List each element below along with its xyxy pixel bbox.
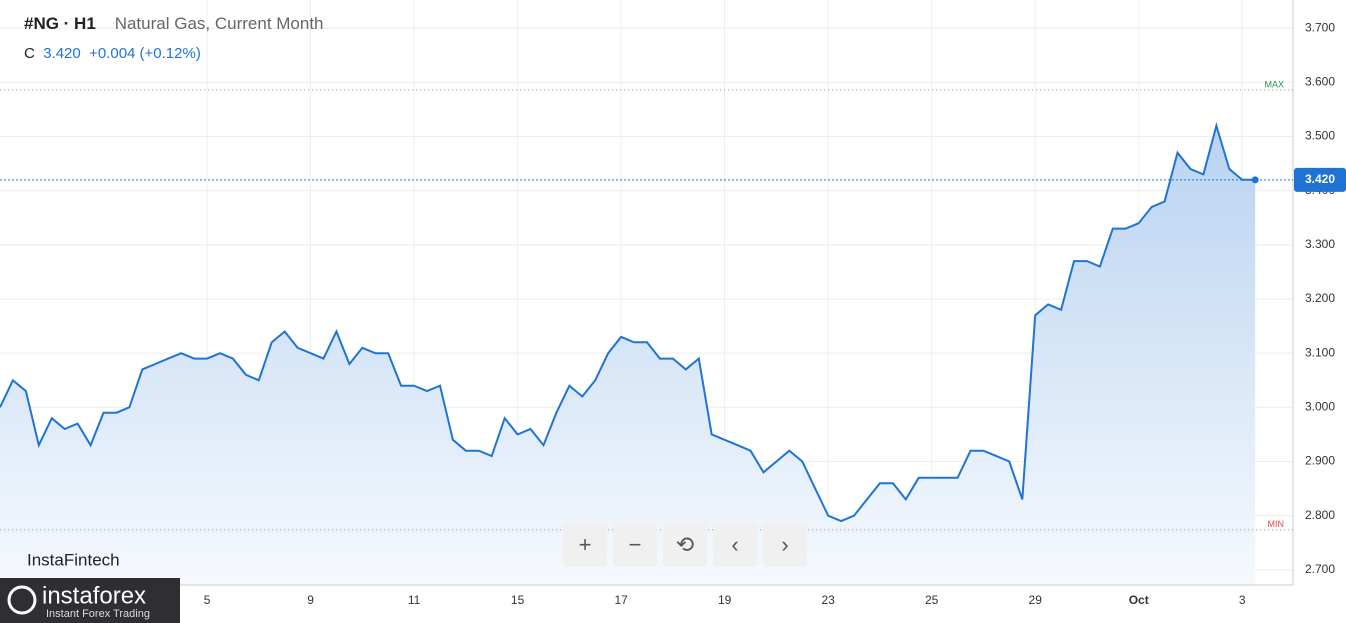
y-tick-label: 3.700 xyxy=(1305,20,1335,34)
x-tick-label: 17 xyxy=(614,593,628,607)
instrument-name: Natural Gas, Current Month xyxy=(114,14,324,33)
watermark: InstaFintech xyxy=(27,550,120,569)
x-tick-label: 15 xyxy=(511,593,525,607)
last-price-badge xyxy=(1294,167,1346,192)
scroll-left-button[interactable]: ‹ xyxy=(713,523,757,567)
y-tick-label: 3.100 xyxy=(1305,345,1335,359)
price-line xyxy=(0,122,1256,523)
quote-line: C 3.420 +0.004 (+0.12%) xyxy=(24,45,201,62)
y-tick-label: 2.800 xyxy=(1305,508,1335,522)
logo-tagline: Instant Forex Trading xyxy=(46,608,150,620)
x-tick-label: 5 xyxy=(204,593,211,607)
zoom-out-button[interactable]: − xyxy=(613,523,657,567)
x-tick-label: 9 xyxy=(307,593,314,607)
area-fill xyxy=(0,125,1256,585)
x-tick-label: Oct xyxy=(1129,593,1149,607)
scroll-right-button[interactable]: › xyxy=(763,523,807,567)
logo-box xyxy=(0,578,180,623)
last-price-dot xyxy=(1251,176,1259,184)
max-line-label: MAX xyxy=(1264,79,1284,89)
y-tick-label: 3.300 xyxy=(1305,237,1335,251)
x-tick-label: 19 xyxy=(718,593,732,607)
toolbar: + − ⟲ ‹ › xyxy=(563,523,807,567)
x-tick-label: 25 xyxy=(925,593,939,607)
x-tick-label: 11 xyxy=(408,593,421,607)
y-tick-label: 2.900 xyxy=(1305,454,1335,468)
header-line: #NG · H1 Natural Gas, Current Month xyxy=(24,14,324,34)
logo-text: instaforex xyxy=(42,582,146,609)
symbol: #NG · H1 xyxy=(24,14,96,33)
zoom-in-button[interactable]: + xyxy=(563,523,607,567)
reset-button[interactable]: ⟲ xyxy=(663,523,707,567)
logo-icon xyxy=(7,585,37,615)
last-price-label: 3.420 xyxy=(1305,172,1335,186)
min-line-label: MIN xyxy=(1268,519,1285,529)
close-prefix: C xyxy=(24,45,35,62)
y-tick-label: 2.700 xyxy=(1305,562,1335,576)
x-tick-label: 3 xyxy=(1239,593,1246,607)
close-value: 3.420 xyxy=(43,45,81,62)
y-tick-label: 3.200 xyxy=(1305,291,1335,305)
x-tick-label: 29 xyxy=(1029,593,1043,607)
y-tick-label: 3.600 xyxy=(1305,75,1335,89)
x-tick-label: 23 xyxy=(821,593,835,607)
y-tick-label: 3.500 xyxy=(1305,129,1335,143)
y-tick-label: 3.000 xyxy=(1305,400,1335,414)
change: +0.004 (+0.12%) xyxy=(89,45,201,62)
